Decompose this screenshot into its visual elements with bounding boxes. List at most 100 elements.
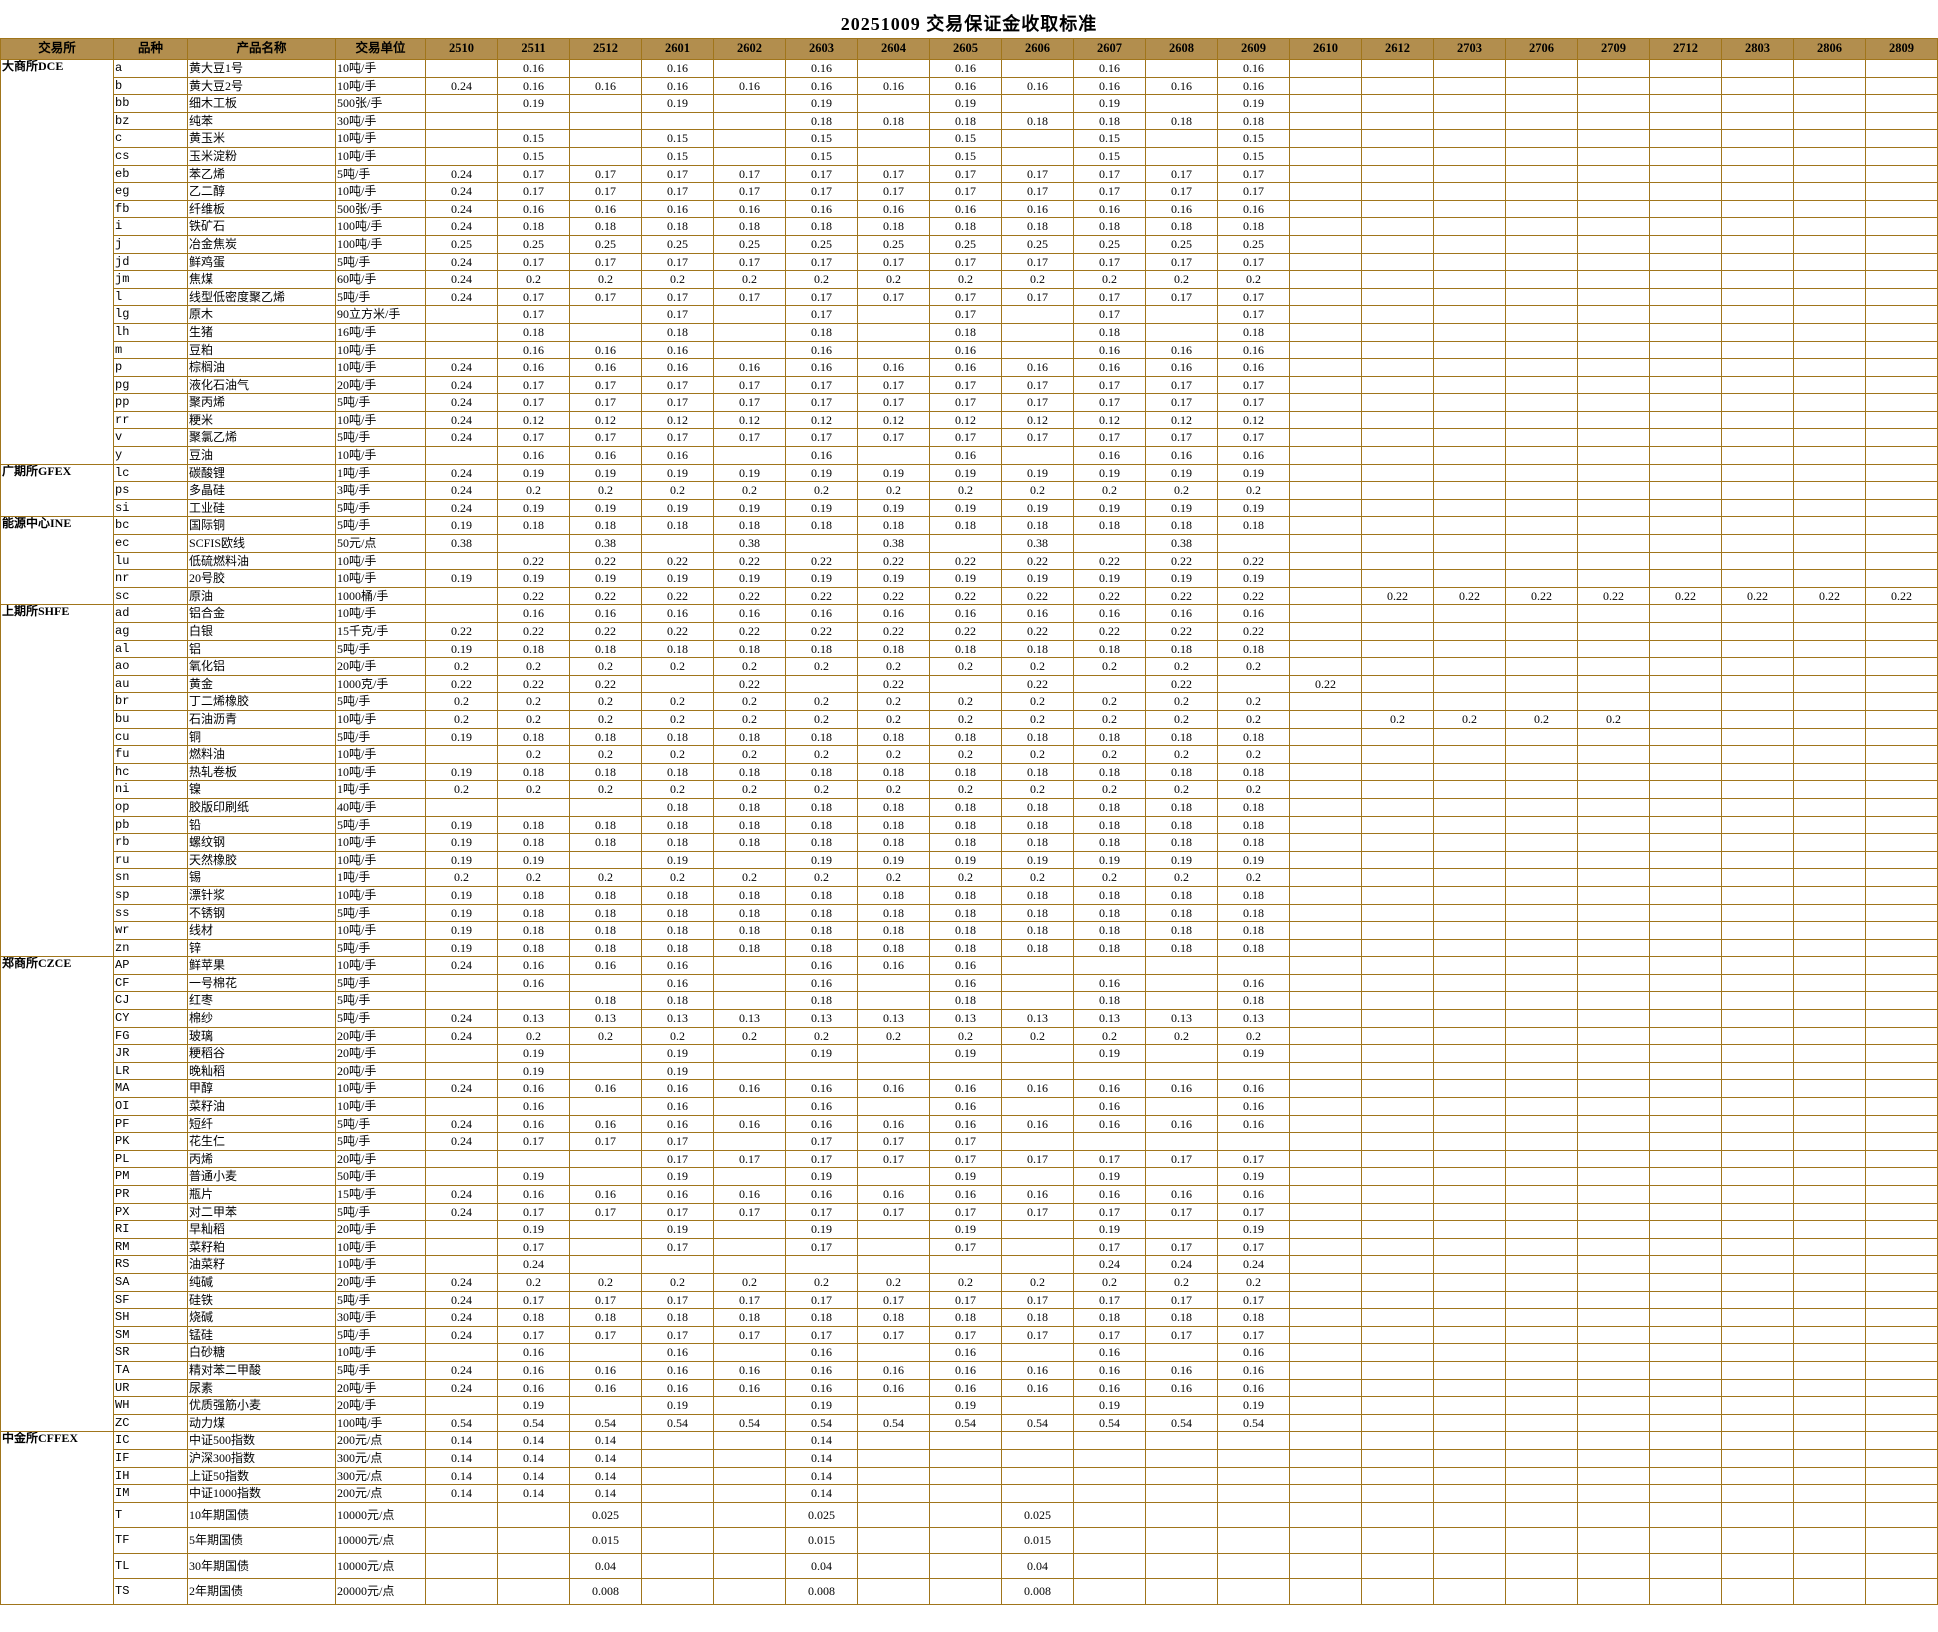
product-code-cell: bc	[113, 516, 188, 536]
margin-rate-cell	[1577, 199, 1650, 219]
margin-rate-cell: 0.17	[1217, 1149, 1290, 1169]
margin-rate-cell	[1721, 1079, 1794, 1099]
margin-rate-cell: 0.19	[497, 850, 570, 870]
table-row: RS 油菜籽 10吨/手 0.24 0.24 0.24 0.24	[1, 1255, 1938, 1274]
product-name-cell: 铁矿石	[187, 217, 336, 236]
margin-rate-cell: 0.16	[713, 1114, 786, 1134]
margin-rate-cell	[1289, 1149, 1362, 1169]
margin-rate-cell	[1865, 1552, 1938, 1580]
margin-rate-cell	[1721, 727, 1794, 747]
trading-unit-cell: 10吨/手	[335, 410, 426, 430]
product-code-cell: v	[113, 428, 188, 448]
margin-rate-cell	[1433, 182, 1506, 201]
margin-rate-cell	[569, 1149, 642, 1169]
margin-rate-cell	[1865, 1132, 1938, 1151]
margin-rate-cell: 0.18	[1001, 111, 1074, 131]
margin-rate-cell: 0.17	[857, 252, 930, 272]
margin-rate-cell	[641, 1527, 714, 1554]
margin-rate-cell	[1793, 1272, 1866, 1292]
product-name-cell: 普通小麦	[187, 1167, 336, 1186]
margin-rate-cell	[1361, 463, 1434, 483]
margin-rate-cell: 0.17	[1217, 1325, 1290, 1345]
margin-rate-cell	[1865, 850, 1938, 870]
margin-rate-cell	[1361, 375, 1434, 395]
trading-unit-cell: 20吨/手	[335, 1378, 426, 1398]
margin-rate-cell: 0.16	[1073, 1343, 1146, 1362]
margin-rate-cell: 0.16	[641, 76, 714, 96]
margin-rate-cell: 0.19	[1217, 94, 1290, 113]
margin-rate-cell	[713, 111, 786, 131]
margin-rate-cell: 0.2	[497, 868, 570, 887]
margin-rate-cell: 0.2	[929, 709, 1002, 729]
margin-rate-cell	[1793, 1026, 1866, 1046]
margin-rate-cell	[1721, 762, 1794, 782]
product-code-cell: fb	[113, 199, 188, 219]
margin-rate-cell: 0.16	[641, 1079, 714, 1099]
margin-rate-cell	[1289, 815, 1362, 835]
margin-rate-cell: 0.22	[857, 586, 930, 606]
margin-rate-cell	[1433, 569, 1506, 588]
margin-rate-cell	[1721, 1220, 1794, 1239]
margin-rate-cell	[1289, 322, 1362, 342]
margin-rate-cell	[1217, 1132, 1290, 1151]
margin-rate-cell	[713, 94, 786, 113]
margin-rate-cell	[1433, 956, 1506, 975]
margin-rate-cell	[1577, 146, 1650, 166]
margin-rate-cell: 0.18	[1145, 727, 1218, 747]
margin-rate-cell	[1865, 217, 1938, 236]
table-row: au 黄金 1000克/手 0.22 0.22 0.22 0.22 0.22 0.22 0.22 0…	[1, 674, 1938, 694]
margin-rate-cell	[1649, 1325, 1722, 1345]
trading-unit-cell: 5吨/手	[335, 428, 426, 448]
table-row: SM 锰硅 5吨/手 0.24 0.17 0.17 0.17 0.17 0.17 0.17 0.17…	[1, 1325, 1938, 1345]
trading-unit-cell: 5吨/手	[335, 498, 426, 518]
margin-rate-cell: 0.2	[569, 709, 642, 729]
margin-rate-cell: 0.15	[785, 129, 858, 148]
margin-rate-cell	[857, 59, 930, 78]
margin-rate-cell	[1505, 534, 1578, 553]
margin-rate-cell	[857, 1097, 930, 1116]
margin-rate-cell: 0.17	[713, 428, 786, 448]
margin-rate-cell: 0.025	[569, 1501, 642, 1529]
margin-rate-cell: 0.15	[641, 146, 714, 166]
product-name-cell: 动力煤	[187, 1413, 336, 1433]
margin-rate-cell	[1793, 481, 1866, 500]
margin-rate-cell	[1577, 234, 1650, 254]
margin-rate-cell: 0.18	[641, 815, 714, 835]
margin-rate-cell	[1865, 1378, 1938, 1398]
margin-rate-cell	[857, 1578, 930, 1606]
margin-rate-cell: 0.24	[1073, 1255, 1146, 1274]
margin-rate-cell	[1865, 252, 1938, 272]
margin-rate-cell: 0.13	[713, 1009, 786, 1028]
margin-rate-cell	[929, 1255, 1002, 1274]
margin-rate-cell	[1865, 709, 1938, 729]
margin-rate-cell: 0.17	[1217, 393, 1290, 412]
margin-rate-cell: 0.19	[1217, 1167, 1290, 1186]
margin-rate-cell: 0.17	[1145, 428, 1218, 448]
margin-rate-cell: 0.2	[929, 481, 1002, 500]
margin-rate-cell	[1361, 1185, 1434, 1204]
margin-rate-cell	[1289, 516, 1362, 536]
margin-rate-cell: 0.16	[857, 1378, 930, 1398]
margin-rate-cell: 0.2	[497, 657, 570, 676]
margin-rate-cell: 0.04	[569, 1552, 642, 1580]
margin-rate-cell	[713, 1552, 786, 1580]
margin-rate-cell: 0.18	[929, 991, 1002, 1011]
margin-rate-cell	[1721, 164, 1794, 184]
margin-rate-cell: 0.16	[497, 199, 570, 219]
margin-rate-cell: 0.24	[425, 1308, 498, 1327]
margin-rate-cell: 0.16	[713, 1360, 786, 1380]
margin-rate-cell: 0.15	[929, 129, 1002, 148]
margin-rate-cell	[1289, 1484, 1362, 1503]
margin-rate-cell: 0.22	[713, 586, 786, 606]
margin-rate-cell	[1361, 1149, 1434, 1169]
margin-rate-cell: 0.18	[929, 815, 1002, 835]
margin-rate-cell: 0.22	[1505, 586, 1578, 606]
margin-rate-cell: 0.22	[929, 586, 1002, 606]
product-name-cell: 热轧卷板	[187, 762, 336, 782]
margin-rate-cell: 0.18	[785, 991, 858, 1011]
margin-rate-cell: 0.16	[569, 1360, 642, 1380]
trading-unit-cell: 20吨/手	[335, 1061, 426, 1081]
margin-rate-cell	[1433, 1308, 1506, 1327]
product-code-cell: lc	[113, 463, 188, 483]
product-name-cell: 白银	[187, 622, 336, 641]
